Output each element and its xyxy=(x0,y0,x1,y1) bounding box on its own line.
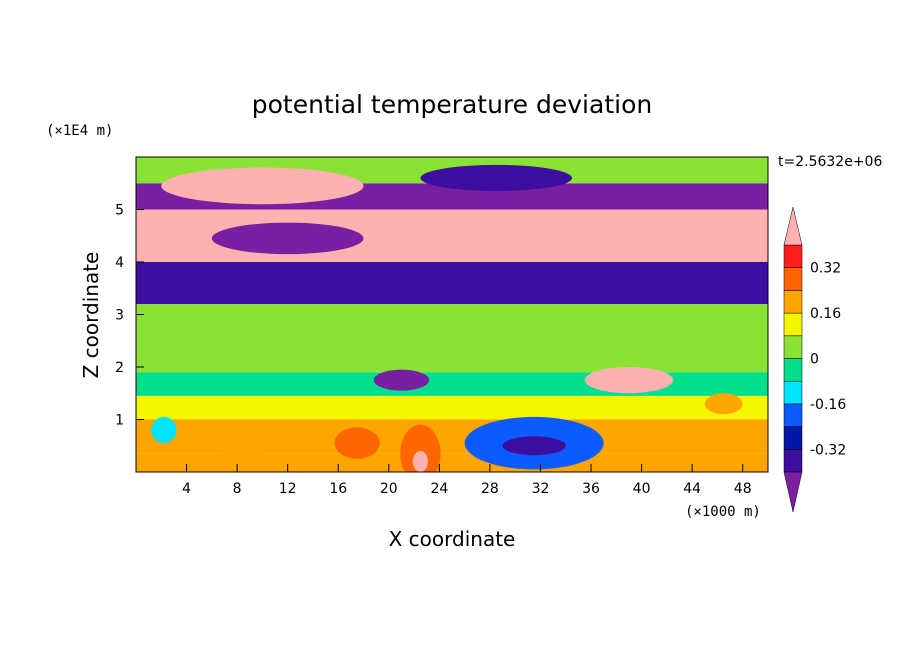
x-axis-label: X coordinate xyxy=(389,527,516,551)
colorbar-swatch-7 xyxy=(783,312,803,337)
x-tick-label-44: 44 xyxy=(683,481,701,497)
colorbar-swatch-3 xyxy=(783,403,803,427)
colorbar-label-0: -0.32 xyxy=(810,442,846,458)
contour-feature-2 xyxy=(400,424,441,472)
y-tick-label-2: 2 xyxy=(115,360,124,376)
colorbar-swatch-9 xyxy=(783,267,803,291)
contour-feature-6 xyxy=(151,416,177,444)
colorbar-label-2: 0 xyxy=(810,352,819,368)
x-tick-label-32: 32 xyxy=(532,481,550,497)
contour-band-5 xyxy=(136,304,768,336)
contour-feature-3 xyxy=(412,451,428,472)
contour-band-6 xyxy=(136,262,768,304)
y-axis-label: Z coordinate xyxy=(79,252,103,379)
x-axis: 4 8 12 16 20 24 28 32 36 40 44 48 xyxy=(182,464,752,497)
x-tick-label-40: 40 xyxy=(633,481,651,497)
y-tick-label-1: 1 xyxy=(115,413,124,429)
y-tick-label-3: 3 xyxy=(115,308,124,324)
colorbar-swatch-2 xyxy=(783,426,803,450)
x-tick-label-12: 12 xyxy=(279,481,297,497)
colorbar-label-3: 0.16 xyxy=(810,306,841,322)
y-unit-label: (×1E4 m) xyxy=(46,123,113,139)
colorbar-swatch-4 xyxy=(783,380,803,405)
x-tick-label-36: 36 xyxy=(582,481,600,497)
colorbar-swatch-5 xyxy=(783,358,803,382)
time-label: t=2.5632e+06 xyxy=(778,154,882,170)
contour-feature-1 xyxy=(502,436,566,456)
contour-feature-12 xyxy=(211,222,364,255)
x-tick-label-24: 24 xyxy=(430,481,448,497)
plot-area xyxy=(136,157,768,472)
x-tick-label-8: 8 xyxy=(233,481,242,497)
contour-feature-10 xyxy=(161,167,364,205)
chart-title: potential temperature deviation xyxy=(252,90,652,119)
contour-feature-11 xyxy=(420,164,573,192)
colorbar-extend-max xyxy=(783,206,803,246)
colorbar-extend-min xyxy=(783,471,803,513)
contour-band-0 xyxy=(136,453,768,472)
contour-feature-5 xyxy=(205,424,282,457)
colorbar: -0.32 -0.16 0 0.16 0.32 xyxy=(783,206,846,513)
contour-feature-9 xyxy=(584,367,674,394)
x-tick-label-4: 4 xyxy=(182,481,191,497)
contour-feature-7 xyxy=(704,393,743,415)
contour-band-3 xyxy=(136,372,768,396)
colorbar-swatch-6 xyxy=(783,335,803,359)
colorbar-swatch-8 xyxy=(783,290,803,314)
contour-band-4 xyxy=(136,335,768,373)
x-tick-label-20: 20 xyxy=(380,481,398,497)
y-tick-label-4: 4 xyxy=(115,255,124,271)
colorbar-label-1: -0.16 xyxy=(810,397,846,413)
x-tick-label-48: 48 xyxy=(734,481,752,497)
contour-band-2 xyxy=(136,395,768,420)
x-tick-label-28: 28 xyxy=(481,481,499,497)
y-tick-label-5: 5 xyxy=(115,203,124,219)
contour-feature-8 xyxy=(373,369,430,391)
y-axis: 1 2 3 4 5 xyxy=(115,203,144,429)
x-unit-label: (×1000 m) xyxy=(685,504,761,520)
contour-feature-4 xyxy=(334,427,380,459)
x-tick-label-16: 16 xyxy=(329,481,347,497)
colorbar-label-4: 0.32 xyxy=(810,261,841,277)
colorbar-swatch-1 xyxy=(783,449,803,473)
colorbar-swatch-10 xyxy=(783,244,803,268)
